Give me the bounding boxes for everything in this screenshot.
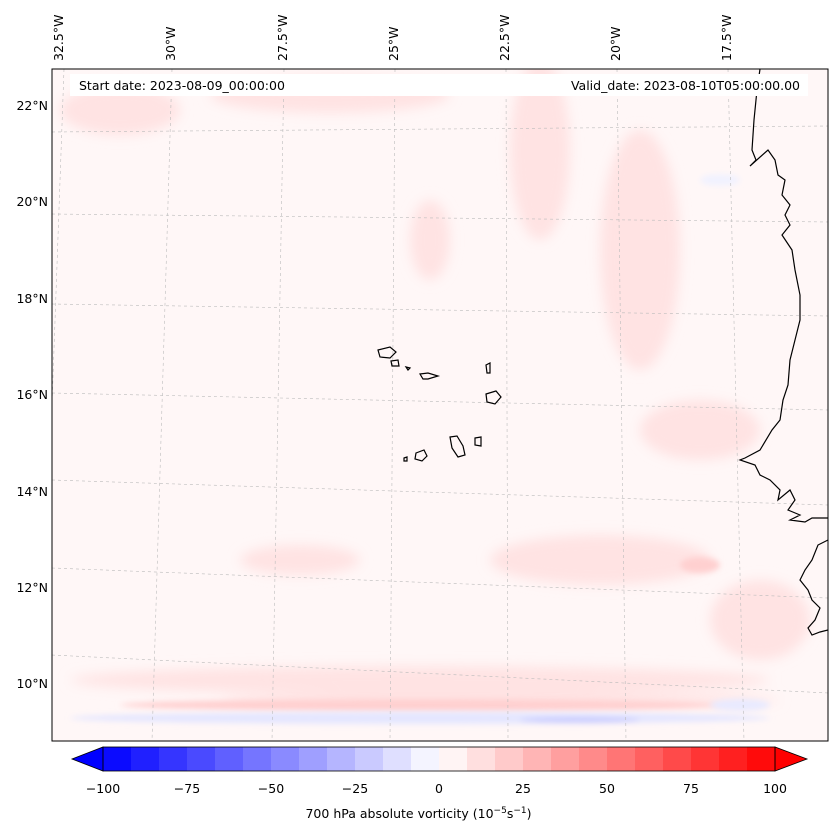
colorbar-cell <box>607 747 636 771</box>
colorbar-cell <box>747 747 776 771</box>
colorbar-outline <box>102 746 776 772</box>
island-santa-luzia <box>404 366 412 371</box>
colorbar-tick-label: −100 <box>85 781 121 796</box>
map-panel <box>52 69 828 741</box>
colorbar-label: 700 hPa absolute vorticity (10−5s−1) <box>305 806 532 822</box>
island-fogo <box>414 449 428 462</box>
colorbar-cell <box>215 747 244 771</box>
colorbar-cell <box>159 747 188 771</box>
colorbar-tick-label: −75 <box>173 781 201 796</box>
colorbar-cell <box>243 747 272 771</box>
valid-date-label: Valid_date: 2023-08-10T05:00:00.00 <box>570 78 800 93</box>
island-maio <box>474 436 482 447</box>
lat-label: 16°N <box>16 387 48 402</box>
colorbar-max-extend <box>774 746 809 772</box>
colorbar-cell <box>523 747 552 771</box>
lat-label: 14°N <box>16 484 48 499</box>
colorbar-tick-label: 0 <box>435 781 443 796</box>
lon-label: 30°W <box>163 26 178 61</box>
lon-label: 22.5°W <box>497 14 512 61</box>
lon-label: 32.5°W <box>51 14 66 61</box>
colorbar-cell <box>271 747 300 771</box>
colorbar-cell <box>327 747 356 771</box>
island-santo-antao <box>377 346 397 359</box>
lon-label: 17.5°W <box>719 14 734 61</box>
colorbar-cell <box>691 747 720 771</box>
colorbar-cell <box>439 747 468 771</box>
colorbar-tick-label: 75 <box>683 781 699 796</box>
colorbar-tick-label: 50 <box>599 781 615 796</box>
colorbar-tick-label: −25 <box>341 781 369 796</box>
graticule <box>52 69 828 741</box>
lon-label: 20°W <box>608 26 623 61</box>
lon-label: 27.5°W <box>275 14 290 61</box>
lat-label: 20°N <box>16 194 48 209</box>
island-sao-vicente <box>390 359 400 367</box>
colorbar-cell <box>131 747 160 771</box>
colorbar-cell <box>411 747 440 771</box>
colorbar-cell <box>551 747 580 771</box>
african-coastline <box>738 69 828 523</box>
colorbar-cell <box>663 747 692 771</box>
colorbar-min-extend <box>70 746 104 772</box>
colorbar-cell <box>579 747 608 771</box>
lat-label: 12°N <box>16 580 48 595</box>
lat-label: 10°N <box>16 676 48 691</box>
colorbar-cell <box>187 747 216 771</box>
strong-positive-vorticity <box>120 557 720 711</box>
island-sao-nicolau <box>419 372 441 380</box>
island-boa-vista <box>485 390 502 405</box>
negative-vorticity-contours <box>70 174 770 724</box>
cape-verde-islands <box>377 346 502 462</box>
colorbar-tick-label: −50 <box>257 781 285 796</box>
colorbar-cell <box>635 747 664 771</box>
colorbar-cell <box>355 747 384 771</box>
info-box <box>70 74 808 96</box>
colorbar-cell <box>299 747 328 771</box>
lon-label: 25°W <box>386 26 401 61</box>
island-santiago <box>449 435 466 458</box>
colorbar-tick-label: 25 <box>515 781 531 796</box>
lat-label: 22°N <box>16 98 48 113</box>
colorbar-cell <box>467 747 496 771</box>
colorbar-cell <box>495 747 524 771</box>
island-sal <box>485 362 491 374</box>
lat-label: 18°N <box>16 291 48 306</box>
colorbar-tick-label: 100 <box>763 781 787 796</box>
colorbar-cell <box>383 747 412 771</box>
colorbar-cell <box>103 747 132 771</box>
start-date-label: Start date: 2023-08-09_00:00:00 <box>79 78 285 93</box>
african-coastline-south <box>799 539 828 636</box>
map-frame <box>51 68 829 742</box>
colorbar-cell <box>719 747 748 771</box>
colorbar <box>103 747 776 771</box>
island-brava <box>403 456 408 462</box>
